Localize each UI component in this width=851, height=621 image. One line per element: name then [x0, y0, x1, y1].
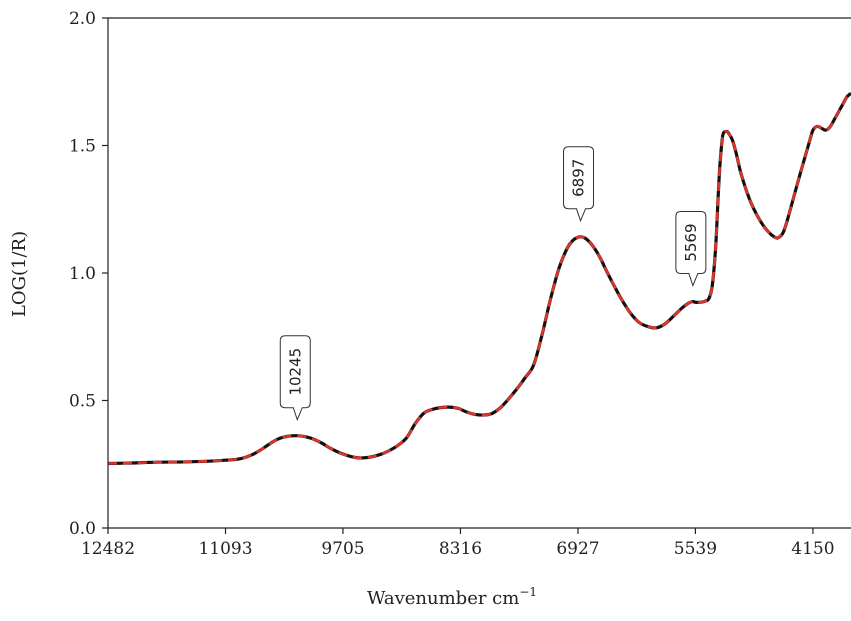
series-line-dashed — [107, 92, 851, 465]
plot-series-group — [107, 91, 851, 466]
x-tick-label: 12482 — [81, 539, 135, 559]
y-tick-label: 1.5 — [69, 137, 96, 157]
y-tick-label: 0.5 — [69, 392, 96, 412]
x-axis-title: Wavenumber cm−1 — [367, 585, 537, 609]
y-tick-label: 2.0 — [69, 9, 96, 29]
y-tick-label: 0.0 — [69, 519, 96, 539]
y-ticks-group: 0.0 0.5 1.0 1.5 2.0 — [69, 9, 108, 539]
callout-box — [563, 146, 595, 223]
y-tick-label: 1.0 — [69, 264, 96, 284]
x-tick-label: 4150 — [791, 539, 834, 559]
x-ticks-group: 12482 11093 9705 8316 6927 5539 4150 — [81, 528, 835, 559]
x-axis-title-exponent: −1 — [519, 585, 537, 599]
callouts-group: 10245 6897 5569 — [279, 146, 707, 422]
y-axis-title: LOG(1/R) — [9, 231, 30, 317]
x-tick-label: 9705 — [321, 539, 364, 559]
x-tick-label: 8316 — [439, 539, 482, 559]
callout-box — [279, 335, 311, 422]
x-tick-label: 11093 — [198, 539, 252, 559]
callout-label: 10245 — [286, 348, 304, 396]
callout-box — [675, 211, 707, 287]
axes-group — [107, 17, 851, 529]
callout-label: 6897 — [570, 159, 588, 197]
series-line-solid — [107, 91, 851, 466]
x-axis-title-main: Wavenumber cm — [367, 588, 519, 609]
x-tick-label: 6927 — [556, 539, 599, 559]
callout-label: 5569 — [682, 223, 700, 261]
x-tick-label: 5539 — [674, 539, 717, 559]
